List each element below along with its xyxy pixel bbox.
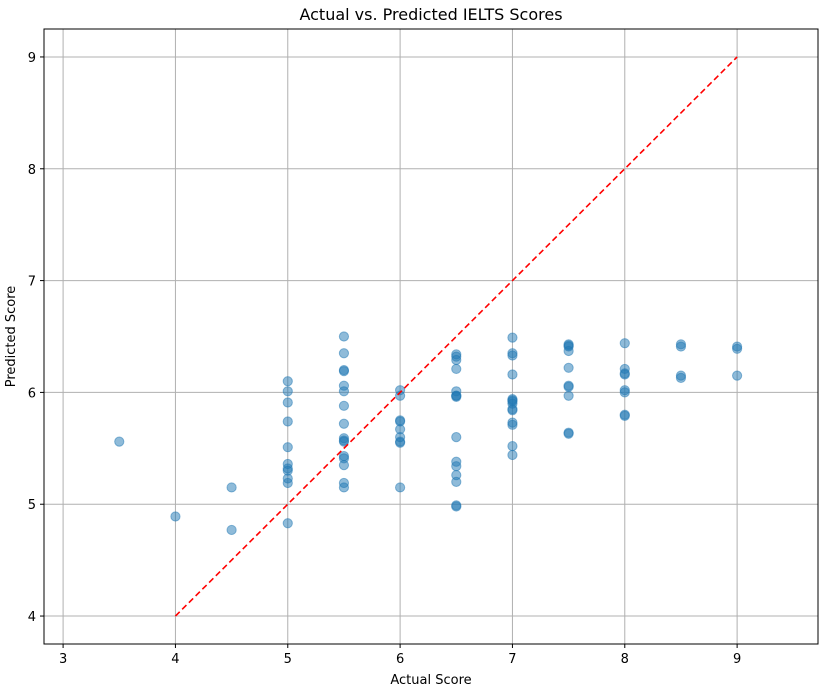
data-point	[451, 390, 462, 401]
data-point	[282, 397, 293, 408]
x-tick-label: 6	[396, 652, 404, 667]
x-tick-label: 5	[284, 652, 292, 667]
data-point	[675, 372, 687, 383]
data-point	[451, 476, 462, 487]
data-point	[619, 338, 630, 349]
y-tick-label: 4	[28, 610, 36, 625]
data-point	[732, 343, 743, 354]
data-point	[282, 416, 293, 427]
y-tick-label: 5	[28, 498, 36, 513]
data-point	[507, 332, 518, 343]
data-point	[338, 331, 350, 342]
data-point	[226, 524, 237, 536]
y-axis-ticks: 4 5 6 7 8 9	[28, 51, 44, 625]
data-point	[563, 428, 574, 439]
x-tick-label: 4	[171, 652, 179, 667]
data-point	[563, 362, 574, 373]
data-point	[338, 348, 350, 359]
data-point	[114, 436, 125, 447]
grid-lines	[44, 29, 818, 644]
y-tick-label: 6	[28, 386, 36, 401]
data-point	[619, 387, 630, 398]
data-point	[563, 390, 574, 401]
data-point	[338, 436, 350, 447]
data-point	[338, 366, 350, 377]
reference-line-group	[174, 56, 738, 617]
data-point	[451, 363, 462, 375]
plot-frame	[43, 28, 819, 645]
data-point	[619, 410, 630, 421]
data-point	[732, 370, 743, 381]
data-point	[563, 345, 574, 357]
data-point	[507, 449, 518, 461]
reference-line	[174, 56, 738, 617]
data-point	[507, 350, 518, 361]
data-point	[170, 511, 181, 522]
x-axis-ticks: 3 4 5 6 7 8 9	[59, 644, 741, 667]
x-tick-label: 7	[508, 652, 516, 667]
data-point	[563, 381, 574, 392]
data-point	[507, 395, 518, 406]
data-point	[451, 501, 462, 512]
data-point	[451, 432, 462, 443]
data-point	[675, 341, 687, 352]
chart-title: Actual vs. Predicted IELTS Scores	[299, 5, 562, 24]
data-point	[395, 482, 406, 493]
data-point	[338, 482, 350, 493]
y-tick-label: 8	[28, 163, 36, 178]
y-tick-label: 9	[28, 51, 36, 66]
x-tick-label: 8	[621, 652, 629, 667]
data-point	[507, 419, 518, 430]
data-point	[226, 482, 237, 493]
data-point	[338, 459, 350, 471]
x-tick-label: 3	[59, 652, 67, 667]
x-tick-label: 9	[733, 652, 741, 667]
x-axis-label: Actual Score	[390, 673, 471, 688]
data-point	[507, 369, 518, 380]
data-point	[338, 386, 350, 397]
y-tick-label: 7	[28, 275, 36, 290]
data-point	[338, 400, 350, 411]
data-point	[395, 437, 406, 448]
data-point	[619, 369, 630, 380]
data-point	[338, 418, 350, 429]
y-axis-label: Predicted Score	[4, 286, 19, 388]
data-point	[282, 477, 293, 489]
data-point	[282, 376, 293, 387]
data-point	[451, 354, 462, 366]
data-point	[282, 442, 293, 453]
data-point	[395, 390, 406, 401]
data-point	[507, 440, 518, 452]
data-point	[507, 405, 518, 416]
data-point	[282, 518, 293, 529]
data-point	[451, 461, 462, 472]
scatter-points	[114, 331, 743, 536]
data-point	[282, 386, 293, 397]
